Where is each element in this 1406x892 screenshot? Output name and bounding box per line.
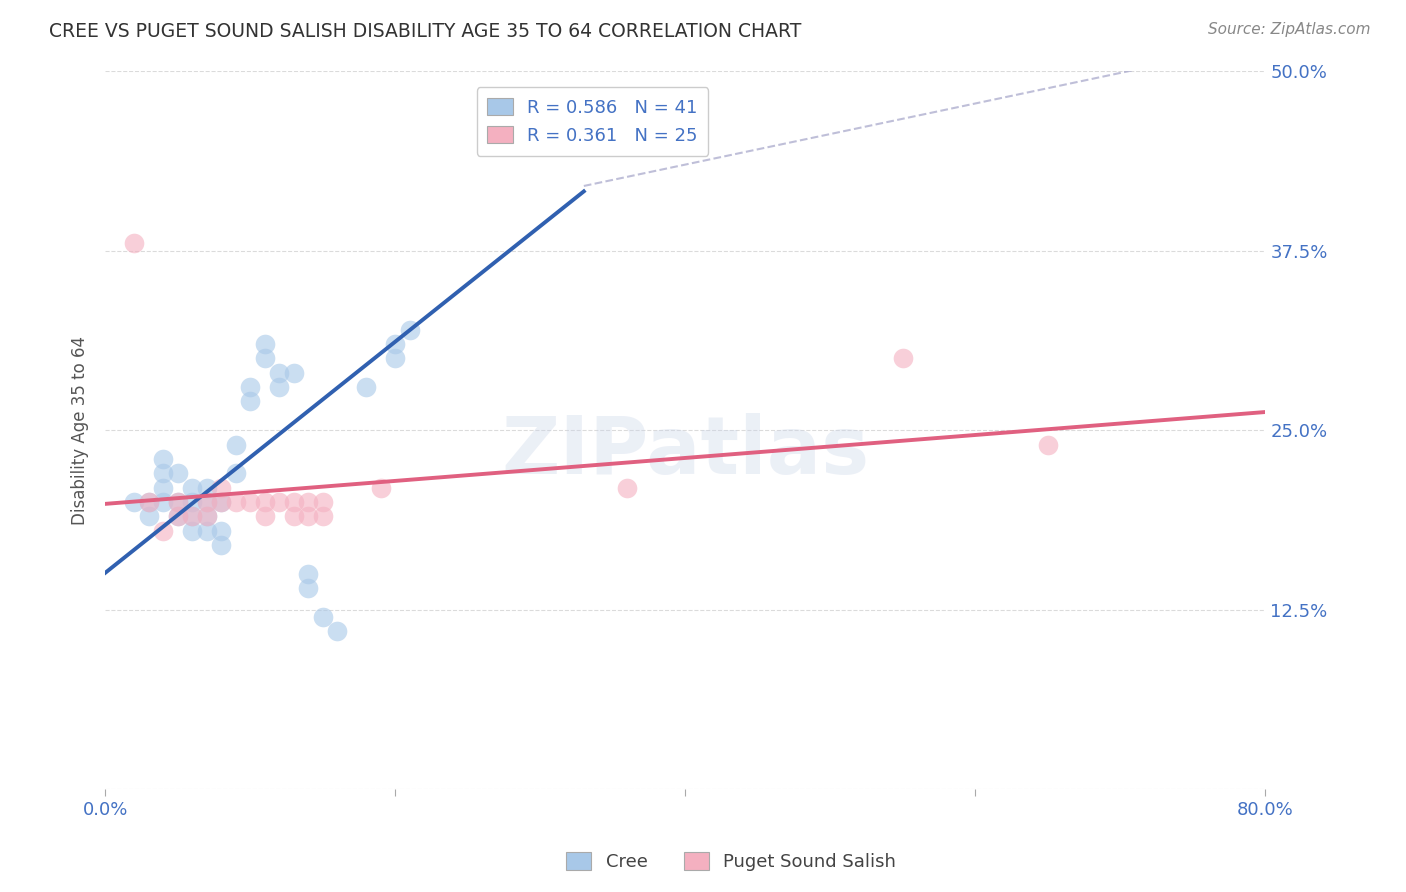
- Point: [152, 451, 174, 466]
- Point: [239, 394, 262, 409]
- Legend: R = 0.586   N = 41, R = 0.361   N = 25: R = 0.586 N = 41, R = 0.361 N = 25: [477, 87, 709, 155]
- Point: [891, 351, 914, 366]
- Point: [384, 337, 406, 351]
- Point: [283, 366, 305, 380]
- Point: [138, 495, 160, 509]
- Point: [166, 509, 188, 524]
- Point: [225, 467, 247, 481]
- Point: [253, 351, 276, 366]
- Point: [225, 437, 247, 451]
- Point: [166, 495, 188, 509]
- Text: ZIPatlas: ZIPatlas: [501, 413, 869, 491]
- Point: [181, 524, 204, 538]
- Point: [152, 495, 174, 509]
- Point: [138, 509, 160, 524]
- Point: [195, 509, 218, 524]
- Point: [225, 495, 247, 509]
- Point: [195, 524, 218, 538]
- Point: [181, 509, 204, 524]
- Point: [356, 380, 378, 394]
- Point: [269, 366, 291, 380]
- Y-axis label: Disability Age 35 to 64: Disability Age 35 to 64: [72, 335, 89, 524]
- Point: [195, 495, 218, 509]
- Point: [253, 509, 276, 524]
- Point: [572, 107, 595, 121]
- Point: [166, 467, 188, 481]
- Point: [283, 495, 305, 509]
- Point: [122, 236, 145, 251]
- Point: [297, 495, 319, 509]
- Point: [384, 351, 406, 366]
- Text: Source: ZipAtlas.com: Source: ZipAtlas.com: [1208, 22, 1371, 37]
- Point: [269, 380, 291, 394]
- Point: [195, 495, 218, 509]
- Point: [398, 323, 420, 337]
- Point: [209, 538, 232, 552]
- Point: [239, 495, 262, 509]
- Point: [195, 481, 218, 495]
- Point: [283, 509, 305, 524]
- Point: [152, 524, 174, 538]
- Point: [122, 495, 145, 509]
- Point: [572, 107, 595, 121]
- Point: [326, 624, 349, 639]
- Point: [253, 337, 276, 351]
- Point: [297, 509, 319, 524]
- Point: [166, 495, 188, 509]
- Point: [253, 495, 276, 509]
- Point: [312, 495, 335, 509]
- Point: [572, 107, 595, 121]
- Point: [138, 495, 160, 509]
- Point: [269, 495, 291, 509]
- Point: [181, 495, 204, 509]
- Point: [152, 467, 174, 481]
- Point: [370, 481, 392, 495]
- Legend: Cree, Puget Sound Salish: Cree, Puget Sound Salish: [558, 846, 904, 879]
- Point: [209, 524, 232, 538]
- Text: CREE VS PUGET SOUND SALISH DISABILITY AGE 35 TO 64 CORRELATION CHART: CREE VS PUGET SOUND SALISH DISABILITY AG…: [49, 22, 801, 41]
- Point: [152, 481, 174, 495]
- Point: [312, 509, 335, 524]
- Point: [209, 495, 232, 509]
- Point: [209, 495, 232, 509]
- Point: [1036, 437, 1059, 451]
- Point: [616, 481, 638, 495]
- Point: [312, 610, 335, 624]
- Point: [166, 509, 188, 524]
- Point: [209, 481, 232, 495]
- Point: [195, 509, 218, 524]
- Point: [181, 509, 204, 524]
- Point: [297, 581, 319, 595]
- Point: [297, 566, 319, 581]
- Point: [181, 481, 204, 495]
- Point: [239, 380, 262, 394]
